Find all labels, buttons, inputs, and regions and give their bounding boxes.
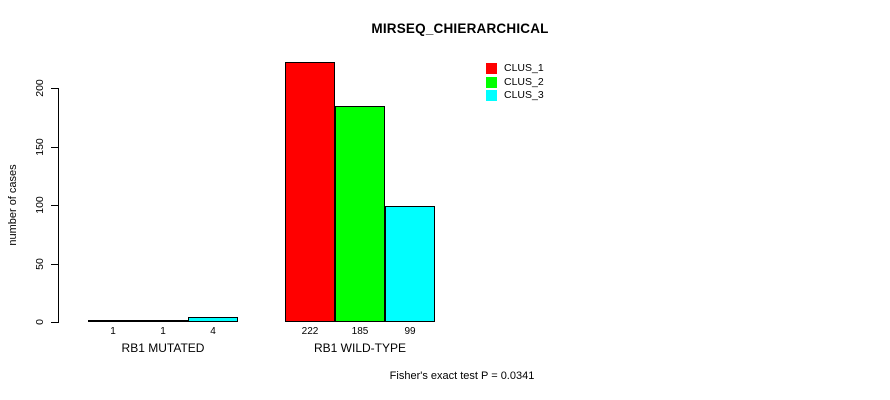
y-tick-mark: [51, 322, 58, 323]
bar-clus_3: [188, 317, 238, 322]
y-tick-label: 200: [34, 79, 46, 97]
y-tick-label: 150: [34, 137, 46, 156]
legend-item-clus_1: CLUS_1: [486, 63, 544, 74]
bar-value-label: 222: [301, 326, 319, 337]
y-tick-label: 0: [34, 319, 46, 325]
legend-item-clus_3: CLUS_3: [486, 90, 544, 101]
bar-value-label: 1: [160, 326, 166, 337]
legend-label: CLUS_3: [504, 89, 544, 101]
y-tick-label: 100: [34, 196, 46, 214]
bar-value-label: 99: [404, 326, 416, 337]
annotation-text: Fisher's exact test P = 0.0341: [389, 370, 535, 382]
category-label: RB1 WILD-TYPE: [313, 341, 407, 355]
y-tick-label: 50: [34, 257, 46, 270]
legend: CLUS_1 CLUS_2 CLUS_3: [486, 63, 544, 101]
chart-title: MIRSEQ_CHIERARCHICAL: [371, 21, 549, 36]
bar-value-label: 1: [110, 326, 116, 337]
y-axis-line: [58, 88, 59, 323]
category-label: RB1 MUTATED: [121, 341, 205, 355]
legend-label: CLUS_1: [504, 62, 544, 74]
legend-swatch-icon: [486, 90, 497, 101]
bar-clus_2: [138, 320, 188, 322]
y-axis-label: number of cases: [7, 164, 19, 246]
y-tick-mark: [51, 146, 58, 148]
bar-clus_1: [285, 62, 335, 322]
bar-value-label: 185: [351, 326, 369, 337]
legend-label: CLUS_2: [504, 75, 544, 88]
y-tick-mark: [51, 263, 58, 265]
legend-swatch-icon: [486, 76, 497, 88]
bar-value-label: 4: [210, 326, 216, 337]
legend-swatch-icon: [486, 63, 497, 74]
y-tick-mark: [51, 205, 58, 206]
bar-clus_3: [385, 206, 435, 322]
bar-clus_1: [88, 320, 138, 322]
bar-clus_2: [335, 105, 385, 322]
y-tick-mark: [51, 88, 58, 89]
legend-item-clus_2: CLUS_2: [486, 75, 544, 88]
